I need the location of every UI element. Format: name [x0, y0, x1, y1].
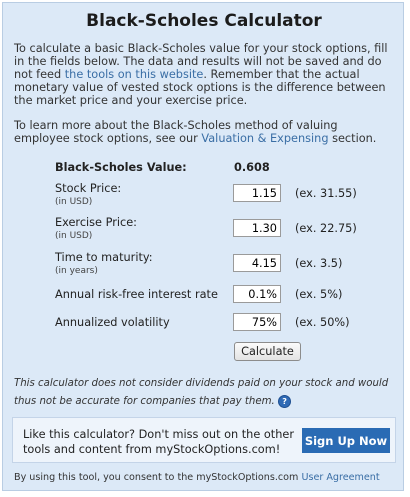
stock-price-label: Stock Price: [55, 182, 122, 195]
stock-price-input[interactable] [233, 184, 281, 202]
consent-text: By using this tool, you consent to the m… [14, 472, 302, 483]
interest-rate-example: (ex. 5%) [295, 288, 343, 301]
volatility-label: Annualized volatility [55, 316, 170, 329]
time-to-maturity-unit: (in years) [55, 266, 98, 276]
disclaimer-text: This calculator does not consider divide… [14, 378, 389, 407]
intro-text-start: To calculate a basic Black-Scholes value… [14, 42, 388, 81]
learn-more-text-start: To learn more about the Black-Scholes me… [14, 119, 338, 145]
user-agreement-link[interactable]: User Agreement [301, 472, 380, 483]
time-to-maturity-input[interactable] [233, 254, 281, 272]
tools-link[interactable]: the tools on this website [64, 68, 204, 81]
intro-text-end: . Remember that the actual monetary valu… [14, 68, 386, 107]
promo-text: Like this calculator? Don't miss out on … [23, 428, 294, 456]
time-to-maturity-example: (ex. 3.5) [295, 257, 343, 270]
exercise-price-example: (ex. 22.75) [295, 222, 357, 235]
intro-paragraph: To calculate a basic Black-Scholes value… [14, 42, 396, 107]
exercise-price-input[interactable] [233, 219, 281, 237]
exercise-price-label: Exercise Price: [55, 216, 137, 229]
interest-rate-input[interactable] [233, 285, 281, 303]
calculator-panel: Black-Scholes Calculator To calculate a … [2, 2, 404, 491]
volatility-input[interactable] [233, 313, 281, 331]
result-label: Black-Scholes Value: [55, 161, 187, 174]
consent-footer: By using this tool, you consent to the m… [14, 472, 380, 483]
dividends-disclaimer: This calculator does not consider divide… [14, 375, 394, 411]
learn-more-text-end: section. [328, 132, 377, 145]
time-to-maturity-label: Time to maturity: [55, 251, 153, 264]
valuation-expensing-link[interactable]: Valuation & Expensing [201, 132, 329, 145]
learn-more-paragraph: To learn more about the Black-Scholes me… [14, 119, 396, 145]
page-title: Black-Scholes Calculator [86, 11, 322, 31]
result-value: 0.608 [234, 161, 270, 174]
exercise-price-unit: (in USD) [55, 231, 93, 241]
stock-price-example: (ex. 31.55) [295, 187, 357, 200]
stock-price-unit: (in USD) [55, 197, 93, 207]
interest-rate-label: Annual risk-free interest rate [55, 288, 218, 301]
help-icon[interactable]: ? [278, 394, 292, 408]
calculate-button[interactable]: Calculate [234, 342, 301, 361]
signup-promo: Like this calculator? Don't miss out on … [12, 417, 396, 463]
sign-up-button[interactable]: Sign Up Now [302, 428, 390, 453]
volatility-example: (ex. 50%) [295, 316, 350, 329]
